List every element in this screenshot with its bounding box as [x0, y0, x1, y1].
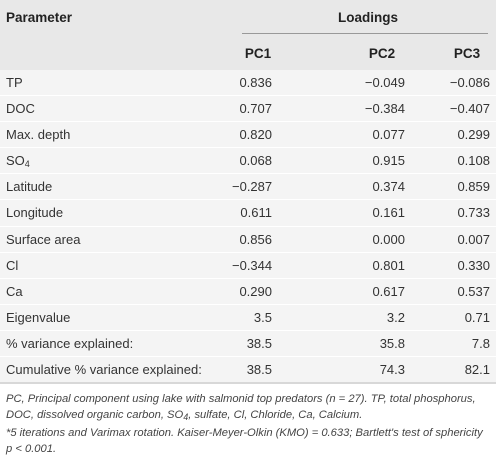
cell-pc3: 0.330: [457, 257, 490, 273]
parameter-label: Longitude: [6, 205, 64, 221]
footnote-line1: PC, Principal component using lake with …: [6, 393, 476, 422]
cell-parameter: Latitude: [6, 179, 52, 194]
cell-pc3: 0.71: [464, 309, 490, 325]
cell-pc1: 0.856: [239, 231, 272, 247]
cell-pc3: 0.299: [457, 127, 490, 143]
parameter-label: Cl: [6, 257, 19, 273]
cell-pc2: −0.049: [364, 75, 405, 90]
cell-pc3: 0.859: [457, 179, 490, 195]
parameter-label: Ca: [6, 283, 23, 299]
cell-pc2: 0.374: [372, 179, 405, 195]
cell-pc3: 0.108: [457, 153, 490, 169]
table-row: Longitude 0.611 0.161 0.733: [0, 199, 496, 225]
header-pc1: PC1: [244, 46, 272, 61]
table-row: % variance explained: 38.5 35.8 7.8: [0, 329, 496, 356]
footnote-abbreviations: PC, Principal component using lake with …: [6, 391, 490, 425]
cell-parameter: Eigenvalue: [6, 310, 70, 325]
parameter-label: TP: [6, 75, 23, 90]
header-parameter: Parameter: [6, 10, 73, 25]
cell-parameter: Longitude: [6, 205, 63, 220]
table-row: Eigenvalue 3.5 3.2 0.71: [0, 303, 496, 330]
table-bottom-rule: [0, 382, 496, 385]
cell-parameter: DOC: [6, 101, 35, 116]
table-row: Cl −0.344 0.801 0.330: [0, 251, 496, 278]
cell-pc3: 7.8: [471, 335, 490, 351]
cell-pc3: 82.1: [464, 362, 490, 378]
cell-pc1: 0.068: [239, 153, 272, 169]
cell-pc1: 38.5: [246, 362, 272, 378]
cell-pc3: 0.007: [457, 231, 490, 247]
table-row: Max. depth 0.820 0.077 0.299: [0, 121, 496, 147]
cell-pc1: 0.836: [239, 75, 272, 90]
table-body: TP 0.836 −0.049 −0.086 DOC 0.707 −0.384 −0.407 M…: [0, 70, 496, 383]
cell-pc2: 74.3: [379, 362, 405, 378]
cell-pc3: 0.733: [457, 205, 490, 221]
cell-pc1: 0.290: [239, 283, 272, 299]
cell-pc2: 0.161: [372, 205, 405, 221]
parameter-label: Surface area: [6, 231, 81, 247]
cell-pc2: 35.8: [379, 335, 405, 351]
header-loadings: Loadings: [338, 10, 398, 25]
cell-pc1: 38.5: [246, 335, 272, 351]
cell-parameter: Ca: [6, 284, 23, 299]
parameter-label: Max. depth: [6, 127, 71, 143]
parameter-label: DOC: [6, 101, 35, 117]
cell-pc1: −0.287: [232, 179, 273, 195]
cell-pc1: 0.820: [239, 127, 272, 143]
header-pc3: PC3: [453, 46, 481, 61]
cell-pc2: 0.915: [372, 153, 405, 169]
table-row: TP 0.836 −0.049 −0.086: [0, 70, 496, 95]
cell-pc1: 0.611: [240, 205, 272, 221]
header-pc2: PC2: [368, 46, 396, 61]
cell-parameter: % variance explained:: [6, 336, 133, 351]
table-row: Latitude −0.287 0.374 0.859: [0, 173, 496, 199]
cell-pc2: 0.801: [372, 257, 405, 273]
table-header: Parameter Loadings PC1 PC2 PC3: [0, 0, 496, 70]
cell-parameter: TP: [6, 75, 23, 90]
table-row: Surface area 0.856 0.000 0.007: [0, 225, 496, 252]
cell-pc3: 0.537: [457, 283, 490, 299]
cell-parameter: Max. depth: [6, 127, 70, 142]
cell-parameter: Cumulative % variance explained:: [6, 362, 202, 377]
cell-pc2: −0.384: [364, 101, 405, 117]
cell-pc2: 3.2: [386, 309, 405, 325]
footnote-line1-sub: 4: [183, 412, 189, 423]
cell-parameter: Surface area: [6, 232, 80, 247]
parameter-subscript: 4: [24, 159, 30, 170]
footnote-line1-tail: , sulfate, Cl, Chloride, Ca, Calcium.: [188, 409, 363, 422]
cell-pc3: −0.086: [449, 75, 490, 90]
table-row: DOC 0.707 −0.384 −0.407: [0, 95, 496, 121]
table-footnotes: PC, Principal component using lake with …: [0, 384, 496, 457]
cell-parameter: Cl: [6, 258, 18, 273]
parameter-label: % variance explained:: [6, 335, 134, 351]
parameter-label: Eigenvalue: [6, 309, 71, 325]
cell-pc2: 0.617: [372, 283, 405, 299]
cell-pc1: −0.344: [232, 257, 273, 273]
table-row: SO4 0.068 0.915 0.108: [0, 147, 496, 173]
table-row: Ca 0.290 0.617 0.537: [0, 277, 496, 304]
parameter-label: SO: [6, 153, 25, 169]
table-row: Cumulative % variance explained: 38.5 74.3…: [0, 356, 496, 382]
cell-pc3: −0.407: [449, 101, 490, 117]
parameter-label: Latitude: [6, 179, 53, 195]
cell-pc1: 3.5: [253, 309, 272, 325]
cell-pc2: 0.077: [372, 127, 405, 143]
parameter-label: Cumulative % variance explained:: [6, 362, 202, 378]
cell-parameter: SO4: [6, 153, 30, 169]
header-divider: [242, 33, 488, 34]
footnote-method: *5 iterations and Varimax rotation. Kais…: [6, 427, 483, 456]
cell-pc2: 0.000: [372, 231, 405, 247]
cell-pc1: 0.707: [239, 101, 272, 117]
